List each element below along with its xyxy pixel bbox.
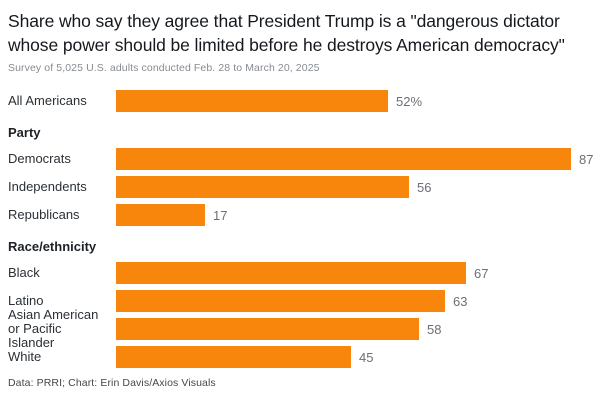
bar (116, 262, 466, 284)
bar-category-label: Latino (8, 293, 44, 308)
bar-value-label: 45 (359, 349, 374, 365)
bar (116, 148, 571, 170)
bar-value-label: 87 (579, 151, 594, 167)
bar-track: 67 (116, 262, 592, 284)
bar-category-label: White (8, 349, 42, 364)
bar-category-label: All Americans (8, 93, 87, 108)
bar-track: 52% (116, 90, 592, 112)
chart-groups: All Americans 52% Party Democrats 87 Independ… (8, 90, 593, 368)
bar-row: Black 67 (8, 262, 592, 284)
bar-track: 63 (116, 290, 592, 312)
bar-row: Latino 63 (8, 290, 592, 312)
bar-row: Republicans 17 (8, 204, 592, 226)
bar-track: 56 (116, 176, 592, 198)
bar-row: White 45 (8, 346, 592, 368)
bar-category-label: Asian American or Pacific Islander (8, 307, 99, 350)
bar-value-label: 67 (474, 265, 489, 281)
bar (116, 318, 419, 340)
bar-value-label: 63 (453, 293, 468, 309)
chart-group: Race/ethnicity Black 67 Latino 63 Asian Ameri… (8, 239, 592, 368)
bar-row: All Americans 52% (8, 90, 592, 112)
bar-row: Independents 56 (8, 176, 592, 198)
bar (116, 346, 351, 368)
chart-subtitle: Survey of 5,025 U.S. adults conducted Fe… (8, 62, 320, 74)
group-header: Party (8, 125, 41, 140)
chart-group: All Americans 52% (8, 90, 592, 112)
chart-title: Share who say they agree that President … (8, 11, 565, 55)
chart-footer: Data: PRRI; Chart: Erin Davis/Axios Visu… (8, 377, 216, 389)
bar-row: Asian American or Pacific Islander 58 (8, 308, 592, 350)
bar (116, 90, 388, 112)
bar-row: Democrats 87 (8, 148, 593, 170)
bar-category-label: Independents (8, 179, 87, 194)
bar-category-label: Democrats (8, 151, 71, 166)
bar-track: 58 (116, 318, 592, 340)
bar-category-label: Republicans (8, 207, 80, 222)
bar-category-label: Black (8, 265, 40, 280)
bar (116, 290, 445, 312)
bar (116, 204, 205, 226)
chart-group: Party Democrats 87 Independents 56 Republican… (8, 125, 593, 226)
bar-value-label: 58 (427, 321, 442, 337)
bar-track: 45 (116, 346, 592, 368)
group-header: Race/ethnicity (8, 239, 97, 254)
bar-value-label: 17 (213, 207, 228, 223)
bar (116, 176, 409, 198)
bar-track: 17 (116, 204, 592, 226)
bar-value-label: 56 (417, 179, 432, 195)
bar-value-label: 52% (396, 93, 423, 109)
bar-track: 87 (116, 148, 593, 170)
